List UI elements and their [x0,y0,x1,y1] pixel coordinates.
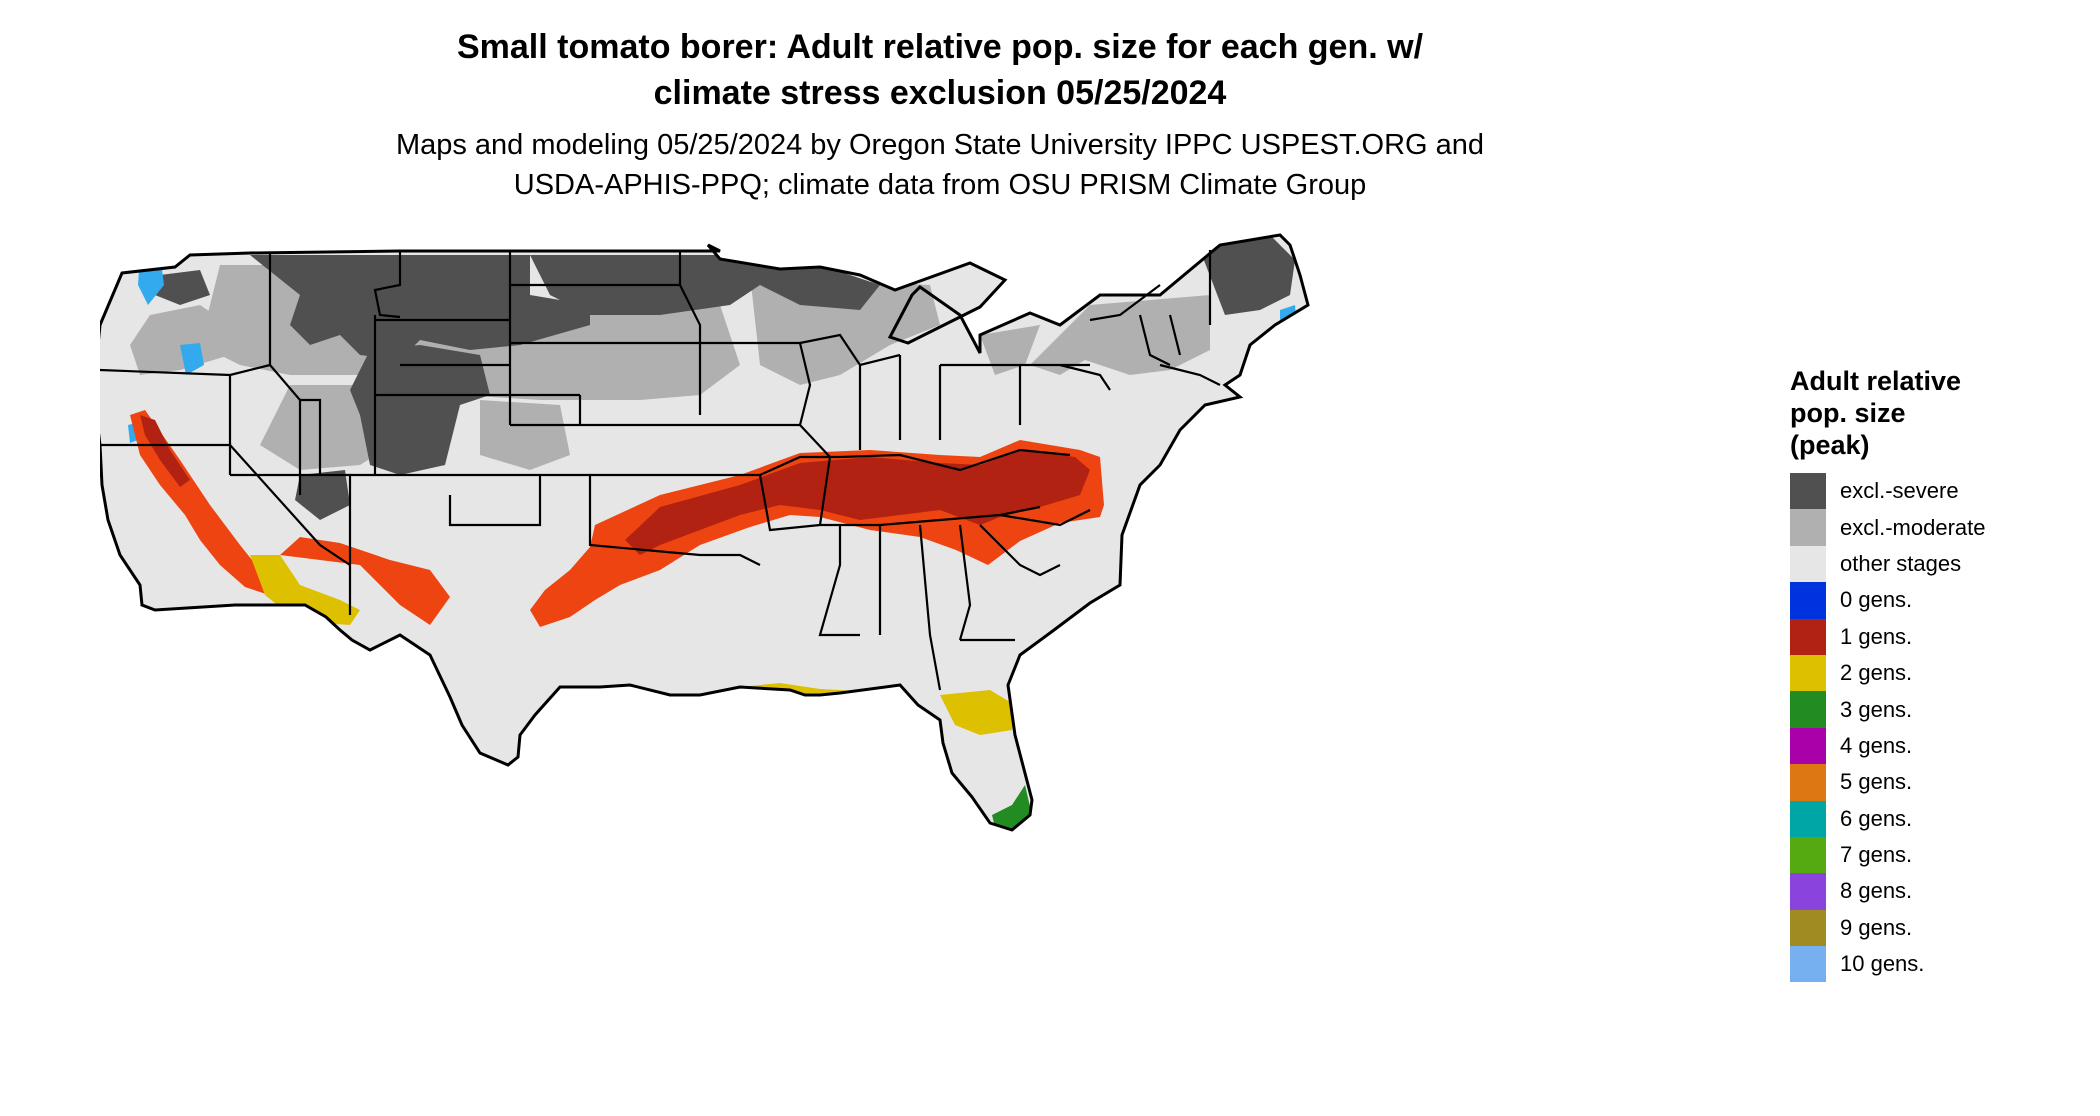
legend-item: 9 gens. [1790,909,2080,947]
map-title: Small tomato borer: Adult relative pop. … [0,24,1880,116]
three-generation-zone [992,785,1032,830]
legend-label: 4 gens. [1840,732,1913,758]
legend-swatch [1790,473,1826,510]
one-generation-zones [130,410,1104,627]
legend-swatch [1790,836,1826,874]
legend-title-line-2: pop. size [1790,398,1906,428]
legend-swatch [1790,509,1826,546]
legend-item: excl.-severe [1790,473,2080,510]
legend-label: 7 gens. [1840,842,1913,868]
legend-swatch [1790,909,1826,947]
legend-label: 0 gens. [1840,587,1913,613]
legend-item: other stages [1790,545,2080,583]
legend-title-line-3: (peak) [1790,430,1870,460]
legend: Adult relative pop. size (peak) excl.-se… [1790,365,2080,983]
legend-label: 9 gens. [1840,914,1913,940]
legend-title: Adult relative pop. size (peak) [1790,365,2080,461]
map-title-line-2: climate stress exclusion 05/25/2024 [653,74,1227,112]
map-subtitle-line-2: USDA-APHIS-PPQ; climate data from OSU PR… [513,169,1367,201]
legend-swatch [1790,873,1826,910]
legend-item: 3 gens. [1790,691,2080,728]
legend-swatch [1790,545,1826,583]
legend-swatch [1790,618,1826,655]
legend-label: excl.-moderate [1840,514,1986,540]
legend-label: 8 gens. [1840,878,1913,904]
legend-item: 7 gens. [1790,836,2080,874]
legend-item: excl.-moderate [1790,509,2080,546]
legend-label: other stages [1840,550,1962,576]
legend-swatch [1790,582,1826,619]
excl-severe-zones [155,235,1295,520]
legend-item: 2 gens. [1790,654,2080,692]
legend-swatch [1790,764,1826,801]
legend-item: 1 gens. [1790,618,2080,655]
map-subtitle: Maps and modeling 05/25/2024 by Oregon S… [0,125,1880,205]
legend-item: 10 gens. [1790,946,2080,983]
legend-swatch [1790,727,1826,765]
legend-label: 10 gens. [1840,951,1925,977]
legend-swatch [1790,800,1826,837]
map-title-line-1: Small tomato borer: Adult relative pop. … [456,28,1424,66]
legend-title-line-1: Adult relative [1790,366,1962,396]
legend-label: 6 gens. [1840,805,1913,831]
legend-item: 5 gens. [1790,764,2080,801]
us-map [100,233,1310,832]
legend-item: 8 gens. [1790,873,2080,910]
legend-label: excl.-severe [1840,478,1959,504]
legend-swatch [1790,654,1826,692]
legend-item: 6 gens. [1790,800,2080,837]
legend-label: 2 gens. [1840,660,1913,686]
legend-label: 1 gens. [1840,623,1913,649]
legend-item: 0 gens. [1790,582,2080,619]
legend-swatch [1790,946,1826,983]
legend-swatch [1790,691,1826,728]
legend-label: 3 gens. [1840,696,1913,722]
legend-label: 5 gens. [1840,769,1913,795]
legend-item: 4 gens. [1790,727,2080,765]
map-subtitle-line-1: Maps and modeling 05/25/2024 by Oregon S… [395,129,1485,161]
legend-items: excl.-severe excl.-moderate other stages 0 … [1790,473,2080,983]
state-borders [100,250,1221,691]
